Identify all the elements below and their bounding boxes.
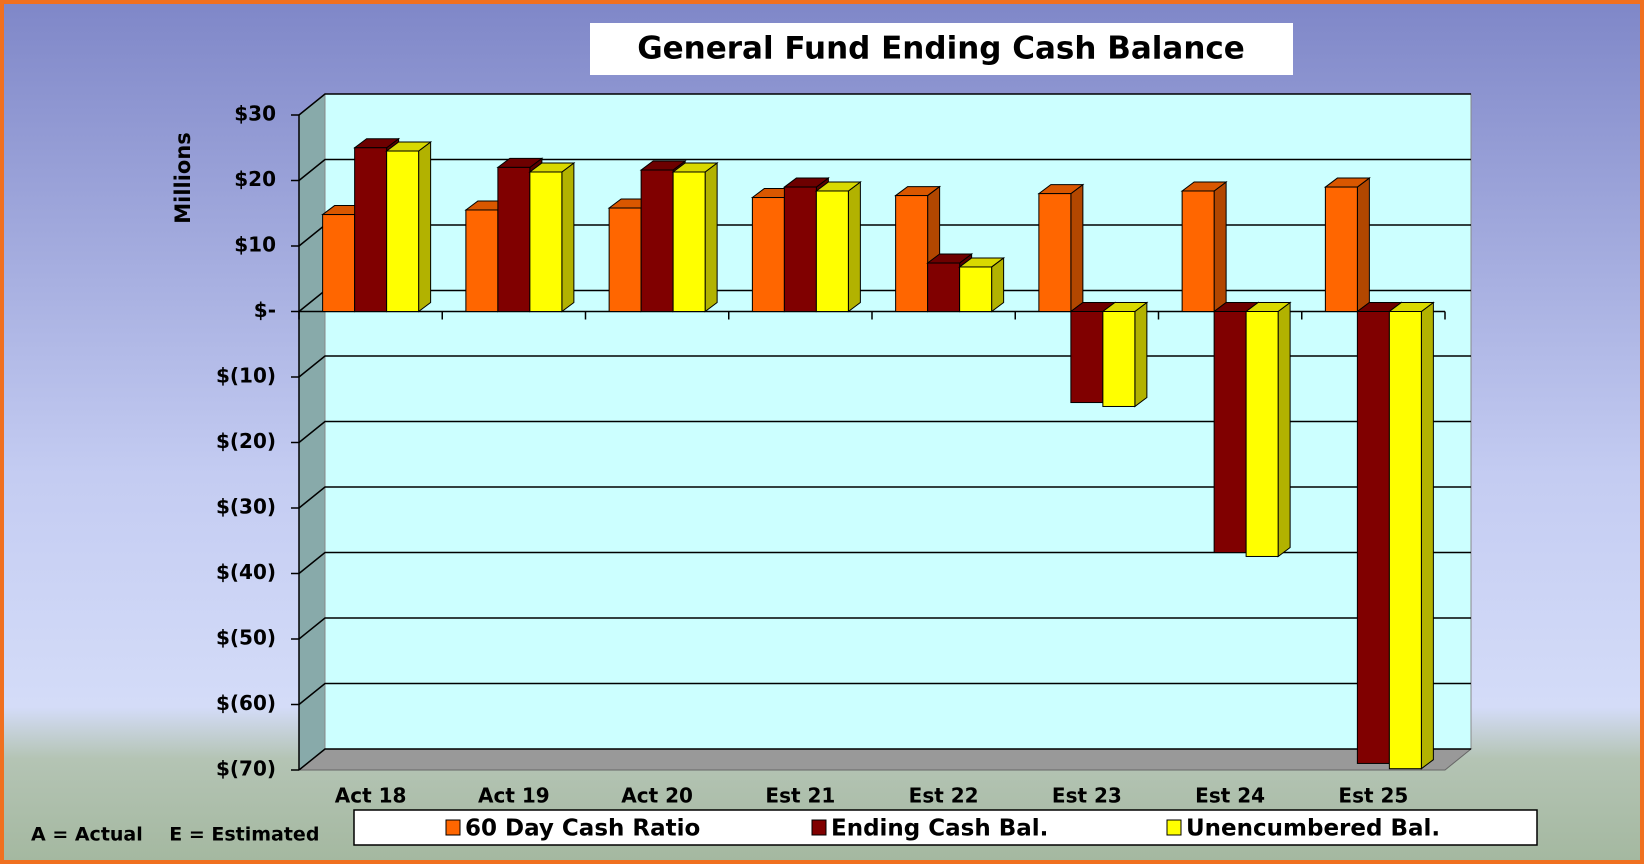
bar-side [1070, 183, 1084, 313]
bar [640, 169, 674, 312]
x-tick-label: Est 23 [1052, 784, 1122, 808]
bar [608, 207, 642, 312]
bar [354, 147, 388, 312]
plot: $30 $20 $10 $- $(10) $(20) $(30) $(40) $(50) $(60… [216, 92, 1473, 842]
grid-line [298, 551, 1471, 575]
legend-swatch [811, 819, 827, 836]
bar-side [704, 161, 718, 313]
x-tick-label: Act 20 [621, 784, 693, 808]
x-tick-label: Est 24 [1195, 784, 1265, 808]
bar-side [1356, 177, 1370, 313]
floor [297, 748, 1473, 771]
bar [959, 266, 993, 312]
bar [497, 166, 531, 312]
y-axis-label: Millions [171, 132, 195, 224]
grid-line [298, 158, 1471, 182]
x-tick-label: Est 22 [909, 784, 979, 808]
bar [927, 262, 961, 312]
bar [1038, 193, 1072, 313]
y-tick-label: $(20) [216, 429, 276, 453]
bar-side [847, 180, 861, 313]
bar [1388, 311, 1422, 770]
y-tick-label: $(10) [216, 364, 276, 388]
bar [815, 190, 849, 312]
y-tick-label: $- [254, 298, 276, 322]
bar [895, 195, 929, 312]
bar-side [1420, 301, 1434, 770]
bar [1070, 311, 1104, 404]
x-tick-label: Act 18 [335, 784, 407, 808]
grid-line [298, 93, 1471, 116]
bar [1324, 186, 1358, 312]
bar [1102, 311, 1136, 407]
grid-line [298, 748, 1471, 771]
y-tick-label: $(60) [216, 691, 276, 715]
bar [1356, 311, 1390, 764]
legend-swatch [445, 819, 461, 836]
y-tick-label: $10 [234, 233, 276, 257]
y-tick-label: $(50) [216, 626, 276, 650]
legend-label: 60 Day Cash Ratio [465, 816, 700, 842]
bar [1245, 311, 1279, 557]
x-tick-label: Est 25 [1338, 784, 1408, 808]
bar [465, 209, 499, 313]
bar [783, 186, 817, 312]
bar [751, 197, 785, 312]
chart-title: General Fund Ending Cash Balance [637, 31, 1245, 67]
bar-side [1277, 301, 1291, 558]
grid-line [298, 420, 1471, 444]
grid-line [298, 617, 1471, 640]
legend-box [353, 809, 1538, 846]
bar [672, 171, 706, 312]
bar [529, 171, 563, 312]
bar-side [561, 161, 575, 313]
y-tick-label: $20 [234, 167, 276, 191]
legend-label: Ending Cash Bal. [831, 816, 1048, 842]
bar-side [1134, 301, 1148, 408]
y-tick-label: $(70) [216, 757, 276, 781]
grid-line [298, 486, 1471, 509]
bar [386, 150, 420, 312]
annotation: A = Actual E = Estimated [31, 824, 319, 846]
y-tick-label: $(30) [216, 495, 276, 519]
bar-side [418, 141, 432, 313]
legend-label: Unencumbered Bal. [1186, 816, 1440, 842]
x-tick-label: Est 21 [765, 784, 835, 808]
y-tick-label: $30 [234, 102, 276, 126]
legend-swatch [1166, 819, 1182, 836]
y-tick-label: $(40) [216, 560, 276, 584]
title-box [590, 23, 1293, 75]
bar [1213, 311, 1247, 554]
bar [322, 214, 356, 312]
grid-line [298, 682, 1471, 706]
bar-side [1213, 180, 1227, 313]
bar [1181, 190, 1215, 312]
x-tick-label: Act 19 [478, 784, 550, 808]
